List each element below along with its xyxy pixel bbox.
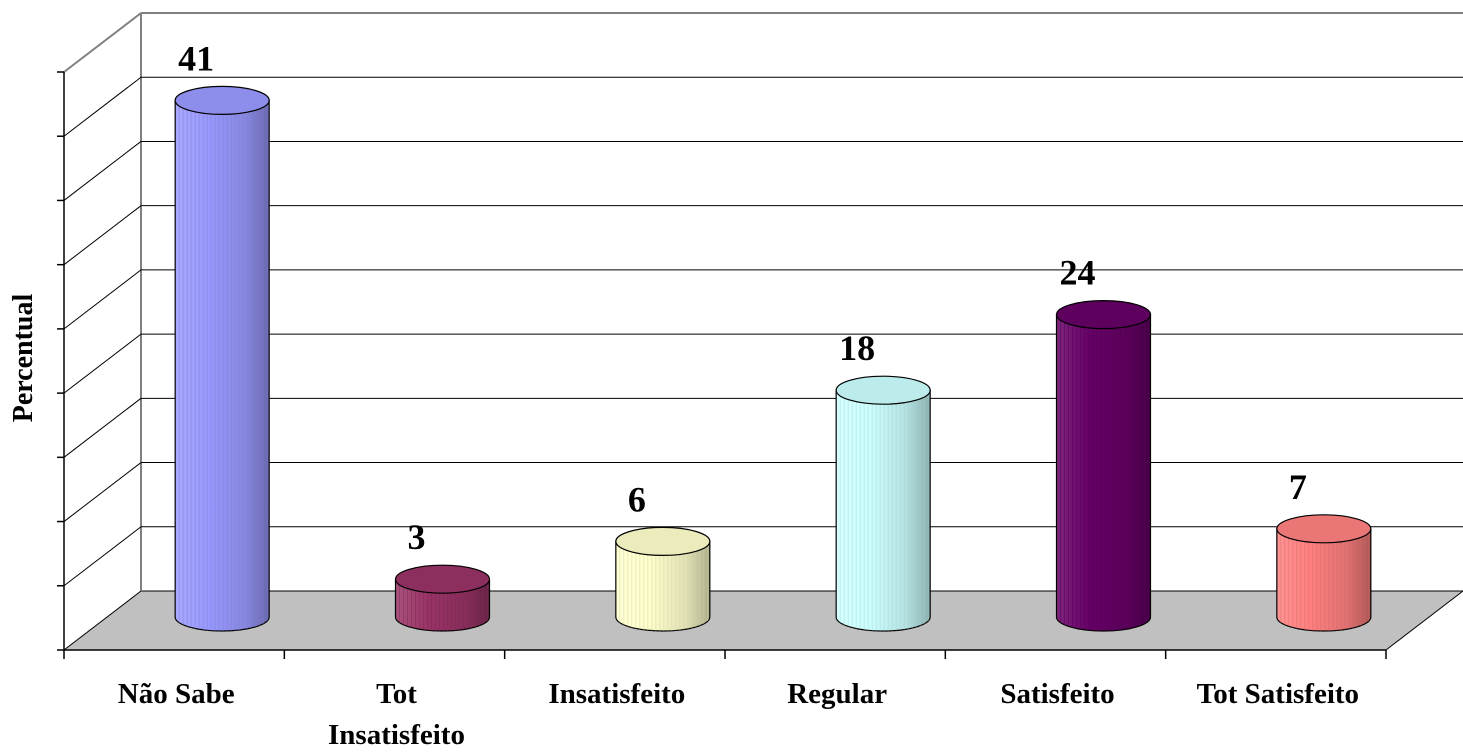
data-label: 3	[408, 517, 426, 557]
x-tick-label-line: Satisfeito	[1000, 678, 1114, 710]
side-wall-top-edge	[64, 13, 141, 72]
side-gridline	[64, 206, 141, 265]
x-tick-label-line: Tot	[376, 678, 417, 710]
side-gridline	[64, 77, 141, 136]
x-tick-label: Satisfeito	[1000, 678, 1114, 710]
bar-0	[175, 86, 269, 631]
data-label: 18	[839, 328, 875, 368]
plot-floor	[64, 591, 1463, 650]
y-axis-title: Percentual	[8, 294, 39, 423]
side-gridline	[64, 270, 141, 329]
side-gridline	[64, 141, 141, 200]
x-tick-label: Não Sabe	[118, 678, 235, 710]
x-tick-label: Regular	[787, 678, 887, 710]
bar-top	[396, 565, 490, 593]
bar-top	[1057, 301, 1151, 329]
data-label: 6	[628, 479, 646, 519]
x-tick-label-line: Tot Satisfeito	[1197, 678, 1359, 710]
bars	[175, 86, 1371, 631]
bar-top	[836, 376, 930, 404]
bar-1	[396, 565, 490, 631]
x-tick-label-line: Insatisfeito	[328, 719, 465, 749]
data-label: 41	[178, 38, 214, 78]
bar-top	[1277, 515, 1371, 543]
bar-3	[836, 376, 930, 631]
x-tick-label-line: Insatisfeito	[548, 678, 685, 710]
side-gridline	[64, 334, 141, 393]
bar-top	[175, 86, 269, 114]
bar-4	[1057, 301, 1151, 631]
data-label: 7	[1289, 467, 1307, 507]
x-tick-label: Tot Insatisfeito	[328, 678, 465, 749]
side-gridline	[64, 527, 141, 586]
x-tick-label: Tot Satisfeito	[1197, 678, 1359, 710]
data-label: 24	[1060, 253, 1096, 293]
side-gridline	[64, 463, 141, 522]
x-tick-label-line: Regular	[787, 678, 887, 710]
x-tick-label-line: Não Sabe	[118, 678, 235, 710]
bar-top	[616, 527, 710, 555]
bar-2	[616, 527, 710, 631]
bar-5	[1277, 515, 1371, 631]
side-gridline	[64, 398, 141, 457]
x-tick-label: Insatisfeito	[548, 678, 685, 710]
